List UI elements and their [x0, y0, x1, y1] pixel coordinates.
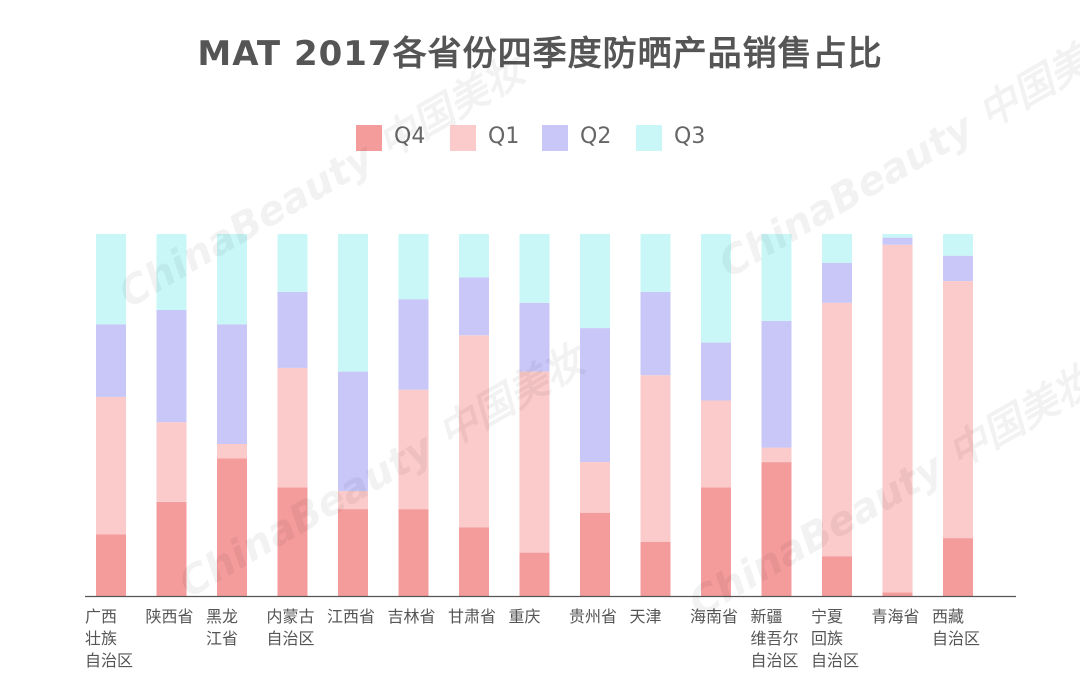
x-tick-label: 天津 [629, 607, 662, 626]
bar-segment-q3-2 [217, 234, 247, 325]
bar-segment-q2-5 [398, 299, 429, 390]
bar-segment-q3-0 [96, 234, 126, 325]
bar-segment-q2-12 [822, 263, 852, 303]
bar-segment-q3-1 [156, 234, 187, 310]
chart-title: MAT 2017各省份四季度防晒产品销售占比 [197, 34, 883, 74]
bar-segment-q3-10 [701, 234, 731, 343]
bar-segment-q2-13 [882, 237, 913, 245]
bar-segment-q2-14 [943, 255, 973, 281]
bar-segment-q1-14 [943, 281, 973, 539]
bar-segment-q2-1 [156, 310, 187, 423]
legend-label: Q4 [394, 124, 426, 149]
bar-segment-q2-2 [217, 324, 247, 444]
bar-segment-q4-9 [640, 541, 671, 596]
bar-segment-q2-9 [640, 291, 671, 376]
bar-segment-q2-7 [519, 302, 550, 372]
bar-segment-q3-9 [640, 234, 671, 292]
legend-label: Q1 [488, 124, 520, 149]
bar-segment-q3-5 [398, 234, 429, 300]
x-tick-label: 重庆 [508, 607, 541, 626]
bar-segment-q3-12 [822, 234, 852, 263]
bar-segment-q2-10 [701, 342, 731, 401]
bar-segment-q3-4 [338, 234, 368, 372]
bar-segment-q4-14 [943, 538, 973, 596]
x-tick-label: 广西 壮族 自治区 [85, 607, 134, 670]
bar-segment-q4-12 [822, 556, 852, 596]
bar-segment-q4-6 [459, 527, 489, 596]
x-tick-label: 海南省 [690, 607, 739, 626]
bar-segment-q1-8 [580, 462, 610, 513]
bar-segment-q1-13 [882, 244, 913, 593]
bar-segment-q2-0 [96, 324, 126, 397]
bar-segment-q1-12 [822, 302, 852, 557]
legend-label: Q3 [674, 124, 706, 149]
legend-swatch [356, 125, 382, 151]
bar-segment-q1-0 [96, 396, 126, 535]
bar-segment-q4-0 [96, 534, 126, 596]
bar-segment-q3-6 [459, 234, 489, 278]
bar-segment-q1-4 [338, 491, 368, 510]
x-tick-label: 陕西省 [145, 607, 194, 626]
bar-segment-q3-13 [882, 234, 913, 238]
bar-segment-q4-2 [217, 458, 247, 596]
x-tick-label: 贵州省 [569, 607, 618, 626]
bar-segment-q1-2 [217, 444, 247, 459]
legend-label: Q2 [580, 124, 612, 149]
x-tick-label: 新疆 维吾尔 自治区 [750, 607, 799, 670]
bar-segment-q3-3 [277, 234, 308, 292]
x-tick-label: 宁夏 回族 自治区 [811, 607, 860, 670]
bar-segment-q1-10 [701, 400, 731, 488]
bar-segment-q1-3 [277, 367, 308, 488]
bar-segment-q1-1 [156, 422, 187, 502]
bar-segment-q3-11 [761, 234, 792, 321]
bar-segment-q4-11 [761, 462, 792, 596]
x-tick-label: 江西省 [327, 607, 376, 626]
bar-segment-q3-7 [519, 234, 550, 303]
bar-segment-q4-10 [701, 487, 731, 596]
bar-segment-q2-4 [338, 371, 368, 492]
bar-segment-q4-1 [156, 501, 187, 596]
bar-segment-q1-5 [398, 389, 429, 510]
bar-segment-q3-8 [580, 234, 610, 329]
bar-segment-q2-8 [580, 328, 610, 462]
bar-segment-q4-8 [580, 512, 610, 596]
bar-segment-q4-5 [398, 509, 429, 596]
bar-segment-q4-13 [882, 592, 913, 596]
legend: Q4 Q1 Q2 Q3 [0, 118, 1080, 158]
bar-segment-q1-6 [459, 335, 489, 528]
bar-segment-q4-4 [338, 509, 368, 596]
bar-segment-q4-3 [277, 487, 308, 596]
legend-swatch [636, 125, 662, 151]
bar-segment-q2-3 [277, 291, 308, 368]
bar-segment-q1-9 [640, 375, 671, 542]
x-tick-label: 甘肃省 [448, 607, 497, 626]
x-tick-label: 青海省 [871, 607, 920, 626]
x-tick-label: 黑龙 江省 [206, 607, 239, 648]
bar-segment-q2-11 [761, 320, 792, 448]
legend-swatch [542, 125, 568, 151]
x-tick-label: 吉林省 [387, 607, 436, 626]
bar-segment-q4-7 [519, 552, 550, 596]
bar-segment-q3-14 [943, 234, 973, 256]
bar-segment-q1-7 [519, 371, 550, 553]
legend-swatch [450, 125, 476, 151]
bar-segment-q2-6 [459, 277, 489, 336]
bar-segment-q1-11 [761, 447, 792, 463]
x-tick-label: 西藏 自治区 [932, 607, 981, 648]
x-tick-label: 内蒙古 自治区 [266, 607, 315, 648]
